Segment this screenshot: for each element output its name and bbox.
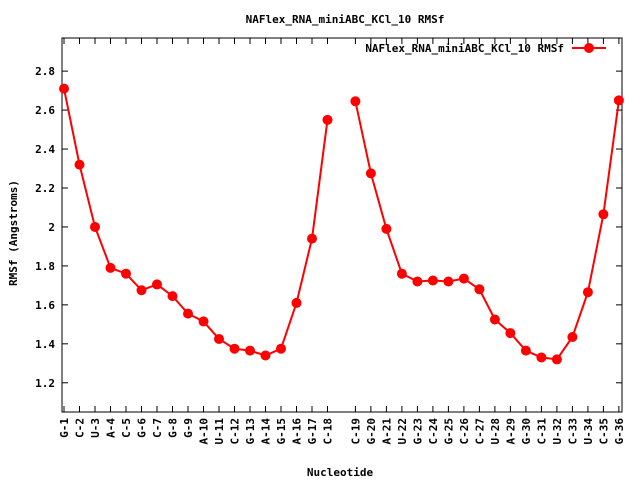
data-point <box>443 276 454 287</box>
x-tick-label: G-30 <box>520 418 533 445</box>
data-point <box>567 332 578 343</box>
plot-frame <box>61 37 623 413</box>
data-point <box>598 209 609 220</box>
data-point <box>489 314 500 325</box>
x-tick-label: G-1 <box>58 418 71 438</box>
x-tick-label: A-21 <box>380 418 393 445</box>
y-tick-label: 2 <box>48 221 55 234</box>
legend-marker <box>584 43 594 53</box>
data-point <box>381 223 392 234</box>
x-tick-label: U-11 <box>213 418 226 445</box>
data-point <box>260 350 271 361</box>
x-tick-label: C-2 <box>74 418 87 438</box>
series-line-segment <box>63 88 329 357</box>
legend: NAFlex_RNA_miniABC_KCl_10 RMSf <box>365 42 606 55</box>
y-tick-label: 2.2 <box>35 182 55 195</box>
data-point <box>307 233 317 244</box>
x-tick-label: U-32 <box>551 418 564 445</box>
data-point <box>291 297 302 308</box>
data-point <box>458 273 469 284</box>
y-tick-label: 2.6 <box>35 104 55 117</box>
x-tick-label: G-23 <box>411 418 424 445</box>
x-tick-label: G-25 <box>442 418 455 445</box>
data-point <box>105 262 116 273</box>
y-axis: 1.2 1.4 1.6 1.8 2 2.2 2.4 2.6 2.8 <box>35 65 622 390</box>
data-point <box>214 333 224 344</box>
data-point <box>505 328 516 339</box>
x-tick-label: C-7 <box>151 418 164 438</box>
chart-title: NAFlex_RNA_miniABC_KCl_10 RMSf <box>246 13 445 26</box>
x-tick-label: U-22 <box>396 418 409 445</box>
x-tick-label: G-15 <box>275 418 288 445</box>
x-tick-label: G-17 <box>306 418 319 445</box>
data-point <box>136 285 147 296</box>
y-tick-label: 2.4 <box>35 143 55 156</box>
data-point <box>276 343 286 354</box>
x-tick-label: A-4 <box>105 418 118 438</box>
data-point <box>245 345 255 356</box>
x-tick-label: C-35 <box>597 418 610 445</box>
x-tick-label: G-8 <box>167 418 180 438</box>
data-point <box>613 95 624 106</box>
y-axis-label: RMSf (Angstroms) <box>7 180 20 286</box>
data-point <box>520 345 531 356</box>
x-tick-label: C-18 <box>322 418 335 445</box>
x-tick-label: G-9 <box>182 418 195 438</box>
data-point <box>322 114 333 125</box>
x-tick-label: A-16 <box>291 418 304 445</box>
series-rmsf <box>59 83 624 365</box>
x-tick-label: U-28 <box>489 418 502 445</box>
data-point <box>551 354 562 365</box>
data-point <box>365 168 376 179</box>
data-point <box>121 268 131 279</box>
data-point <box>412 276 423 287</box>
x-tick-label: C-12 <box>229 418 242 445</box>
x-axis-label: Nucleotide <box>307 466 374 479</box>
x-tick-label: A-29 <box>504 418 517 445</box>
data-point <box>536 352 547 363</box>
x-tick-label: C-26 <box>458 418 471 445</box>
data-point <box>152 279 162 290</box>
data-point <box>427 275 438 286</box>
data-point <box>198 316 209 327</box>
series-line-segment <box>354 100 620 361</box>
data-point <box>59 83 69 94</box>
data-point <box>396 268 407 279</box>
data-point <box>350 96 361 107</box>
x-tick-label: C-19 <box>349 418 362 445</box>
y-tick-label: 1.8 <box>35 260 55 273</box>
data-point <box>74 159 85 170</box>
data-point <box>229 343 240 354</box>
x-tick-label: C-27 <box>473 418 486 445</box>
x-tick-label: C-31 <box>535 418 548 445</box>
x-axis: G-1 C-2 U-3 A-4 C-5 G-6 C-7 G-8 G-9 A-10 U-11 C-12 G… <box>58 38 626 445</box>
x-tick-label: C-33 <box>566 418 579 445</box>
x-tick-label: G-6 <box>136 418 149 438</box>
x-tick-label: C-24 <box>427 418 440 445</box>
x-tick-label: U-3 <box>89 418 102 438</box>
data-point <box>167 291 178 302</box>
y-tick-label: 1.6 <box>35 299 55 312</box>
x-tick-label: U-34 <box>582 418 595 445</box>
y-tick-label: 1.4 <box>35 338 55 351</box>
data-point <box>183 308 193 319</box>
x-tick-label: G-20 <box>365 418 378 445</box>
x-tick-label: C-5 <box>120 418 133 438</box>
y-tick-label: 1.2 <box>35 377 55 390</box>
x-tick-label: G-13 <box>244 418 257 445</box>
data-point <box>474 284 485 295</box>
x-tick-label: A-10 <box>198 418 211 445</box>
x-tick-label: G-36 <box>613 418 626 445</box>
y-tick-label: 2.8 <box>35 65 55 78</box>
x-tick-label: A-14 <box>260 418 273 445</box>
data-point <box>582 287 593 298</box>
data-point <box>90 221 100 232</box>
legend-label: NAFlex_RNA_miniABC_KCl_10 RMSf <box>365 42 564 55</box>
